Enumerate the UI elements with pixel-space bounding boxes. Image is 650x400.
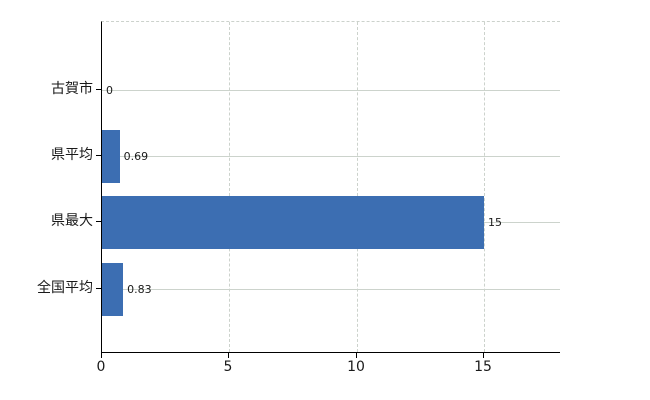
- x-tick: [101, 353, 102, 358]
- bar-row: 0.83: [102, 263, 152, 316]
- x-axis-label: 15: [474, 359, 492, 375]
- y-axis-label: 県平均: [51, 147, 93, 163]
- y-tick: [96, 89, 101, 90]
- y-tick: [96, 288, 101, 289]
- x-axis-label: 5: [223, 359, 233, 375]
- gridline-vertical-5: [229, 22, 230, 352]
- gridline-vertical-15: [484, 22, 485, 352]
- bar-value-label: 15: [488, 216, 502, 229]
- x-axis-label: 10: [347, 359, 365, 375]
- plot-area: 0 0.69 15 0.83: [101, 21, 560, 353]
- y-tick: [96, 155, 101, 156]
- bar: [102, 263, 124, 316]
- bar-value-label: 0.69: [123, 150, 149, 163]
- x-tick: [483, 353, 484, 358]
- bar-value-label: 0: [106, 84, 113, 97]
- bar-value-label: 0.83: [127, 283, 152, 296]
- bar: [102, 196, 484, 249]
- x-tick: [228, 353, 229, 358]
- gridline-vertical-10: [357, 22, 358, 352]
- bar-row: 0.69: [102, 130, 148, 183]
- gridline-horizontal: [102, 156, 560, 157]
- bar-row: 15: [102, 196, 502, 249]
- bar-row: 0: [102, 64, 113, 117]
- y-tick: [96, 221, 101, 222]
- gridline-horizontal: [102, 90, 560, 91]
- x-axis-label: 0: [96, 359, 106, 375]
- y-axis-label: 古賀市: [51, 81, 93, 97]
- x-tick: [356, 353, 357, 358]
- bar: [102, 130, 120, 183]
- gridline-horizontal: [102, 289, 560, 290]
- y-axis-label: 全国平均: [37, 280, 93, 296]
- y-axis-label: 県最大: [51, 213, 93, 229]
